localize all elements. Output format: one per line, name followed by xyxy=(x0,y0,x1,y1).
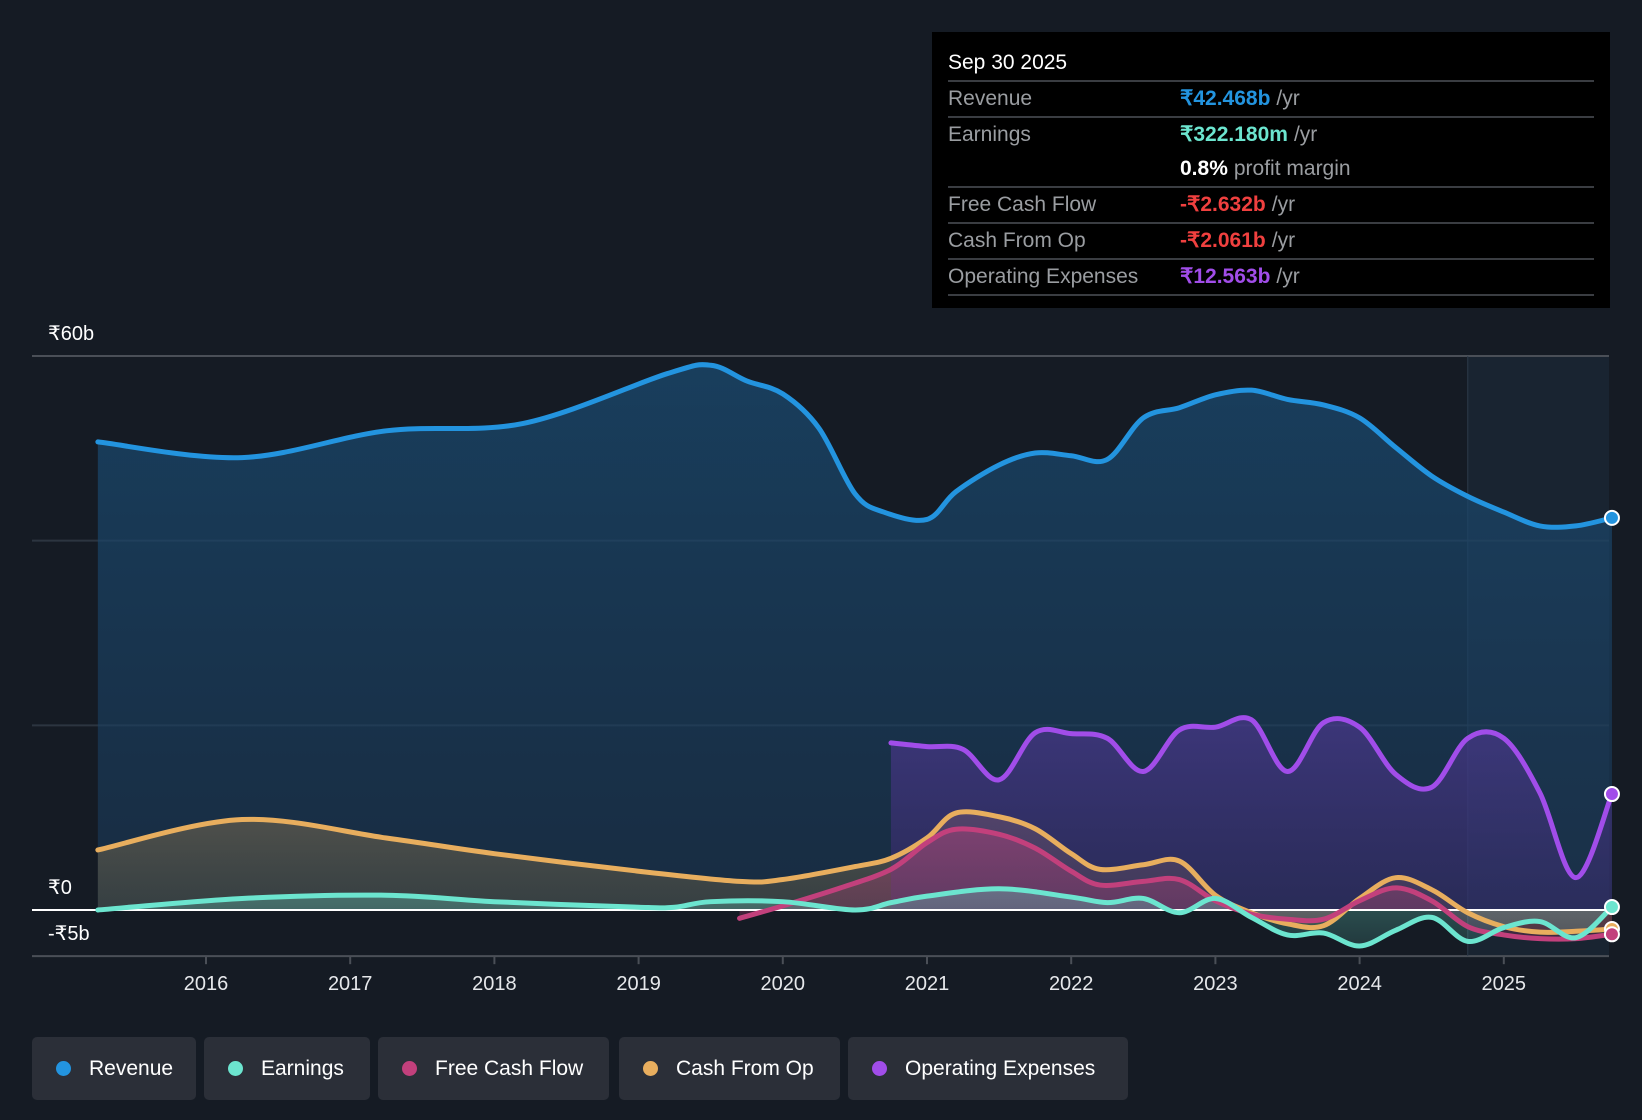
cash-from-op-line xyxy=(95,809,1615,935)
tooltip-row: Cash From Op -₹2.061b/yr xyxy=(948,224,1594,260)
tooltip-label xyxy=(948,152,1180,186)
legend-item-earnings[interactable]: Earnings xyxy=(204,1037,370,1100)
y-label-top: ₹60b xyxy=(48,323,94,345)
operating-expenses-end-marker[interactable] xyxy=(1603,786,1620,803)
y-label-bottom: -₹5b xyxy=(48,923,90,945)
tooltip-unit: /yr xyxy=(1293,123,1318,146)
tooltip-label: Cash From Op xyxy=(948,229,1086,252)
earnings-end-marker[interactable] xyxy=(1603,899,1620,916)
legend-item-operating-expenses[interactable]: Operating Expenses xyxy=(848,1037,1128,1100)
tooltip-row: Operating Expenses ₹12.563b/yr xyxy=(948,260,1594,296)
tooltip-value: ₹322.180m xyxy=(1180,123,1288,146)
x-tick-label: 2023 xyxy=(1193,973,1238,995)
x-tick-label: 2017 xyxy=(328,973,373,995)
x-tick-label: 2020 xyxy=(761,973,806,995)
operating-expenses-line xyxy=(888,715,1615,881)
legend-item-cash-from-op[interactable]: Cash From Op xyxy=(619,1037,840,1100)
x-tick-label: 2016 xyxy=(184,973,229,995)
x-tick-label: 2022 xyxy=(1049,973,1094,995)
free-cash-flow-end-marker[interactable] xyxy=(1603,926,1620,943)
tooltip-date: Sep 30 2025 xyxy=(948,46,1594,82)
legend-label: Operating Expenses xyxy=(905,1056,1096,1080)
tooltip-unit: /yr xyxy=(1276,265,1300,288)
legend-dot-icon xyxy=(228,1061,243,1076)
free-cash-flow-area xyxy=(739,828,1612,940)
operating-expenses-area xyxy=(890,717,1612,910)
earnings-line xyxy=(95,886,1615,949)
tooltip-row: Revenue ₹42.468b/yr xyxy=(948,82,1594,118)
tooltip-row: Free Cash Flow -₹2.632b/yr xyxy=(948,188,1594,224)
x-tick-label: 2025 xyxy=(1482,973,1527,995)
y-label-zero: ₹0 xyxy=(48,877,72,899)
tooltip-value: 0.8% xyxy=(1180,157,1228,180)
legend-dot-icon xyxy=(56,1061,71,1076)
tooltip-value: ₹42.468b xyxy=(1180,87,1271,110)
legend-item-free-cash-flow[interactable]: Free Cash Flow xyxy=(378,1037,609,1100)
tooltip-row: 0.8% profit margin xyxy=(948,152,1594,188)
revenue-end-marker[interactable] xyxy=(1603,509,1620,526)
tooltip-row: Earnings ₹322.180m/yr xyxy=(948,118,1594,152)
tooltip-label: Earnings xyxy=(948,123,1031,146)
legend-item-revenue[interactable]: Revenue xyxy=(32,1037,196,1100)
legend-label: Earnings xyxy=(261,1056,344,1080)
x-tick-label: 2018 xyxy=(472,973,517,995)
legend-label: Revenue xyxy=(89,1056,174,1080)
tooltip-unit: /yr xyxy=(1276,87,1300,110)
tooltip-label: Free Cash Flow xyxy=(948,193,1097,216)
revenue-line xyxy=(95,362,1615,530)
legend-dot-icon xyxy=(872,1061,887,1076)
tooltip-label: Revenue xyxy=(948,87,1033,110)
tooltip-value: ₹12.563b xyxy=(1180,265,1271,288)
tooltip: Sep 30 2025 Revenue ₹42.468b/yr Earnings ₹3… xyxy=(932,32,1610,308)
x-tick-label: 2024 xyxy=(1337,973,1382,995)
tooltip-unit: /yr xyxy=(1271,229,1296,252)
x-tick-label: 2019 xyxy=(616,973,661,995)
tooltip-value: -₹2.061b xyxy=(1180,229,1266,252)
tooltip-unit: /yr xyxy=(1271,193,1296,216)
free-cash-flow-line xyxy=(737,826,1615,942)
legend-label: Free Cash Flow xyxy=(435,1056,584,1080)
legend-dot-icon xyxy=(643,1061,658,1076)
legend-label: Cash From Op xyxy=(676,1056,814,1080)
tooltip-label: Operating Expenses xyxy=(948,265,1139,288)
tooltip-value: -₹2.632b xyxy=(1180,193,1266,216)
legend-dot-icon xyxy=(402,1061,417,1076)
x-tick-label: 2021 xyxy=(905,973,950,995)
tooltip-unit: profit margin xyxy=(1233,157,1351,180)
